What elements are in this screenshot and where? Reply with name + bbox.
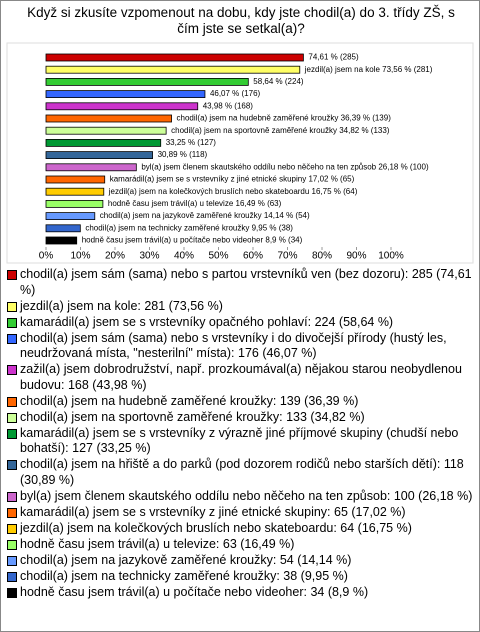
legend-swatch	[7, 571, 17, 582]
legend-swatch	[7, 460, 17, 470]
bar	[45, 90, 206, 98]
legend: chodil(a) jsem sám (sama) nebo s partou …	[7, 267, 475, 601]
bar	[45, 139, 162, 147]
bar	[45, 187, 105, 196]
legend-label: kamarádil(a) jsem se s vrstevníky z jiné…	[20, 504, 406, 519]
legend-item: jezdil(a) jsem na kole: 281 (73,56 %)	[7, 299, 475, 315]
bar	[45, 236, 78, 245]
legend-swatch	[7, 365, 17, 375]
legend-swatch	[7, 333, 17, 344]
x-tick-label: 10%	[70, 251, 90, 262]
chart-title: Když si zkusíte vzpomenout na dobu, kdy …	[27, 5, 455, 36]
x-tick-label: 100%	[378, 251, 404, 262]
value-label: byl(a) jsem členem skautského oddílu neb…	[141, 162, 429, 171]
value-label: 43,98 % (168)	[203, 101, 254, 110]
x-tick-label: 50%	[208, 251, 228, 262]
value-label: chodil(a) jsem na technicky zaměřené kro…	[85, 223, 293, 232]
legend-item: chodil(a) jsem na hřiště a do parků (pod…	[7, 457, 475, 488]
legend-label: hodně času jsem trávil(a) u počítače neb…	[20, 584, 369, 599]
legend-item: zažil(a) jsem dobrodružství, např. prozk…	[7, 362, 475, 393]
legend-swatch	[7, 412, 17, 423]
legend-swatch	[7, 317, 17, 328]
legend-swatch	[7, 523, 17, 534]
legend-label: hodně času jsem trávil(a) u televize: 63…	[20, 536, 295, 551]
legend-label: byl(a) jsem členem skautského oddílu neb…	[20, 488, 473, 503]
legend-label: jezdil(a) jsem na kole: 281 (73,56 %)	[20, 298, 223, 313]
value-label: kamarádil(a) jsem se s vrstevníky z jiné…	[110, 175, 355, 184]
value-label: 46,07 % (176)	[210, 89, 261, 98]
value-label: chodil(a) jsem na sportovně zaměřené kro…	[171, 126, 390, 135]
legend-item: hodně času jsem trávil(a) u počítače neb…	[7, 585, 475, 601]
x-tick-label: 60%	[243, 251, 263, 262]
value-label: 30,89 % (118)	[158, 150, 208, 159]
bar	[45, 65, 301, 74]
x-tick-label: 90%	[346, 251, 366, 262]
x-tick-label: 20%	[105, 251, 125, 262]
x-tick-label: 0%	[39, 251, 54, 262]
legend-swatch	[7, 539, 17, 550]
value-label: hodně času jsem trávil(a) u počítače neb…	[82, 236, 303, 245]
legend-label: chodil(a) jsem sám (sama) nebo s vrstevn…	[20, 330, 447, 361]
legend-swatch	[7, 270, 17, 280]
bar	[45, 212, 96, 221]
legend-label: chodil(a) jsem na jazykově zaměřené krou…	[20, 552, 352, 567]
legend-label: chodil(a) jsem na hřiště a do parků (pod…	[20, 457, 464, 487]
legend-item: chodil(a) jsem na sportovně zaměřené kro…	[7, 410, 475, 426]
bar	[45, 199, 104, 208]
legend-swatch	[7, 507, 17, 518]
bar	[45, 151, 153, 159]
x-tick-label: 30%	[139, 251, 159, 262]
legend-item: hodně času jsem trávil(a) u televize: 63…	[7, 537, 475, 553]
legend-label: chodil(a) jsem na sportovně zaměřené kro…	[20, 409, 365, 424]
legend-swatch	[7, 301, 17, 312]
legend-label: zažil(a) jsem dobrodružství, např. prozk…	[20, 362, 462, 392]
bar	[45, 53, 304, 62]
legend-label: kamarádil(a) jsem se s vrstevníky z výra…	[20, 425, 459, 456]
legend-label: kamarádil(a) jsem se s vrstevníky opačné…	[20, 314, 394, 329]
legend-item: byl(a) jsem členem skautského oddílu neb…	[7, 489, 475, 505]
legend-item: kamarádil(a) jsem se s vrstevníky z jiné…	[7, 505, 475, 521]
legend-label: chodil(a) jsem na technicky zaměřené kro…	[20, 568, 348, 583]
bar	[45, 175, 106, 184]
legend-swatch	[7, 428, 17, 439]
legend-item: chodil(a) jsem sám (sama) nebo s partou …	[7, 267, 475, 298]
bar	[45, 126, 167, 135]
legend-swatch	[7, 555, 17, 566]
bar	[45, 78, 249, 86]
value-label: 58,64 % (224)	[253, 77, 304, 86]
legend-item: kamarádil(a) jsem se s vrstevníky z výra…	[7, 426, 475, 457]
value-label: 33,25 % (127)	[166, 138, 217, 147]
bar	[45, 102, 199, 111]
legend-swatch	[7, 396, 17, 407]
legend-label: chodil(a) jsem na hudebně zaměřené krouž…	[20, 393, 359, 408]
plot: 74,61 % (285) jezdil(a) jsem na kole 73,5…	[6, 42, 474, 264]
value-label: jezdil(a) jsem na kolečkových bruslích n…	[108, 187, 358, 196]
legend-item: chodil(a) jsem sám (sama) nebo s vrstevn…	[7, 331, 475, 362]
x-tick-label: 80%	[312, 251, 332, 262]
value-label: hodně času jsem trávil(a) u televize 16,…	[108, 199, 282, 208]
plot-frame	[6, 42, 474, 264]
value-label: chodil(a) jsem na jazykově zaměřené krou…	[100, 211, 310, 220]
legend-label: chodil(a) jsem sám (sama) nebo s partou …	[20, 267, 472, 297]
x-tick-label: 70%	[277, 251, 297, 262]
legend-item: chodil(a) jsem na jazykově zaměřené krou…	[7, 553, 475, 569]
legend-swatch	[7, 587, 17, 598]
legend-item: jezdil(a) jsem na kolečkových bruslích n…	[7, 521, 475, 537]
bar	[45, 224, 81, 233]
legend-swatch	[7, 491, 17, 502]
legend-label: jezdil(a) jsem na kolečkových bruslích n…	[20, 520, 412, 535]
value-label: 74,61 % (285)	[308, 53, 359, 62]
value-label: jezdil(a) jsem na kole 73,56 % (281)	[304, 65, 433, 74]
value-label: chodil(a) jsem na hudebně zaměřené krouž…	[177, 114, 392, 123]
legend-item: chodil(a) jsem na technicky zaměřené kro…	[7, 569, 475, 585]
bar	[45, 114, 172, 123]
bar	[45, 163, 137, 172]
x-tick-label: 40%	[174, 251, 194, 262]
legend-item: kamarádil(a) jsem se s vrstevníky opačné…	[7, 315, 475, 331]
legend-item: chodil(a) jsem na hudebně zaměřené krouž…	[7, 394, 475, 410]
